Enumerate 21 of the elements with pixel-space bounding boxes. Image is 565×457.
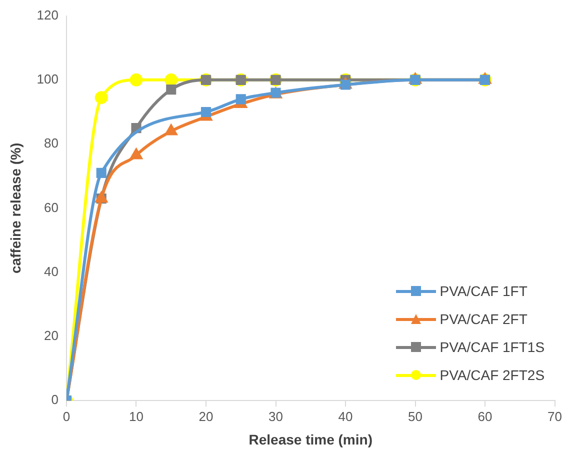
y-tick-label: 60 [44, 200, 58, 215]
x-tick-label: 40 [338, 408, 353, 424]
y-tick-label: 100 [36, 72, 58, 87]
x-tick-label: 30 [268, 408, 283, 424]
legend-label: PVA/CAF 2FT2S [440, 366, 545, 383]
y-tick-label: 80 [44, 136, 58, 151]
y-tick-label: 120 [36, 7, 58, 22]
x-axis-title: Release time (min) [248, 431, 372, 448]
x-tick-label: 20 [198, 408, 214, 424]
x-tick-label: 70 [548, 408, 562, 424]
y-tick-label: 0 [51, 392, 58, 408]
x-tick-label: 60 [478, 408, 492, 424]
x-tick-label: 0 [62, 408, 70, 424]
y-axis-title: caffeine release (%) [7, 142, 24, 274]
legend-label: PVA/CAF 1FT [440, 282, 528, 299]
x-tick-label: 50 [408, 408, 422, 424]
y-tick-label: 20 [44, 328, 58, 344]
legend-label: PVA/CAF 1FT1S [440, 338, 545, 355]
x-tick-label: 10 [129, 408, 144, 424]
legend-label: PVA/CAF 2FT [440, 310, 528, 327]
y-tick-label: 40 [44, 264, 58, 279]
